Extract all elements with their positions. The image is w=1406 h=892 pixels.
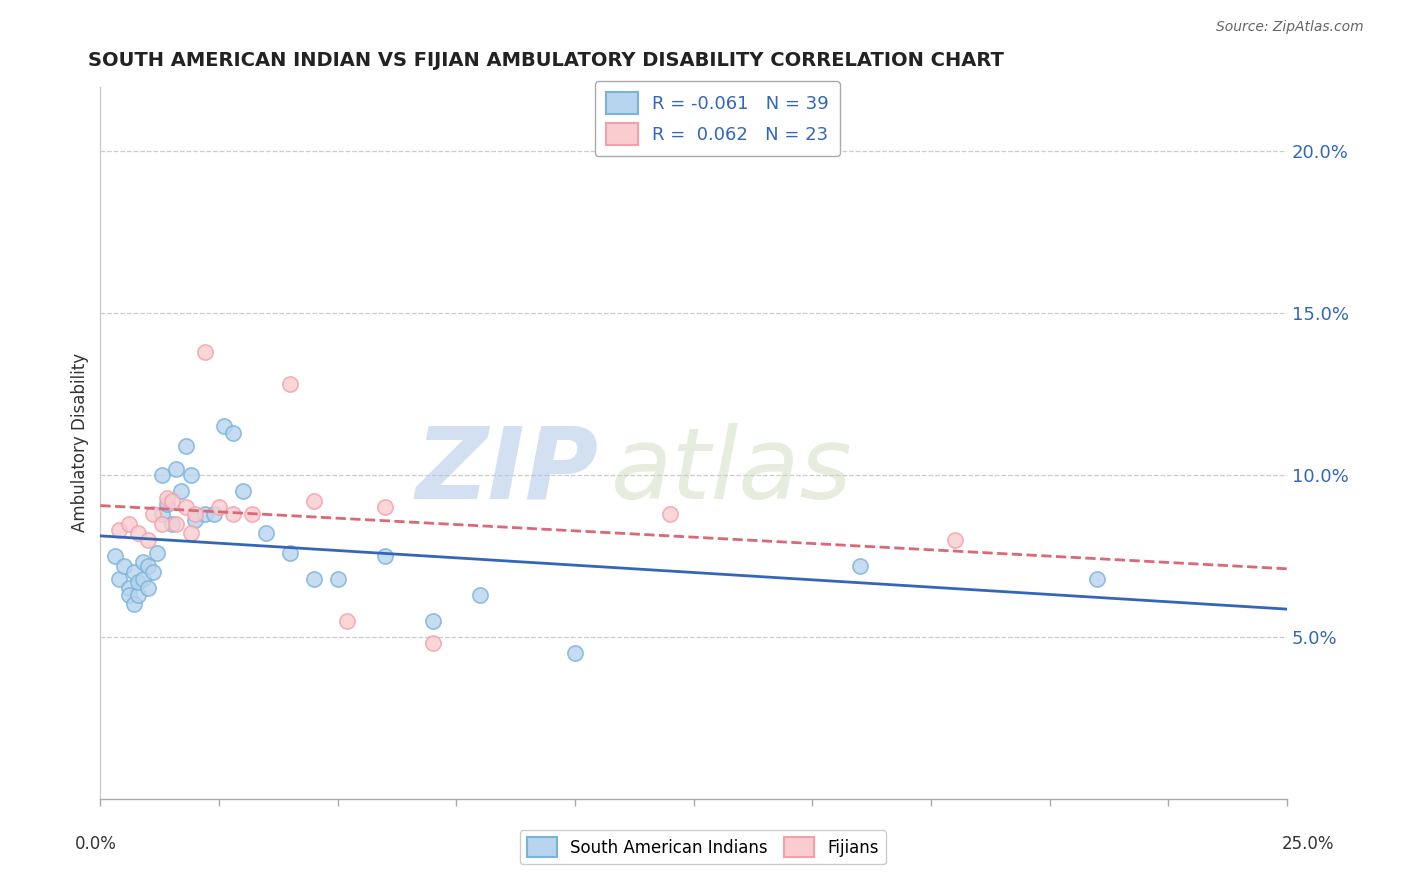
Point xyxy=(256,526,278,541)
Point xyxy=(374,549,396,563)
Point xyxy=(165,461,187,475)
Point xyxy=(156,491,179,505)
Point xyxy=(112,558,135,573)
Point xyxy=(160,494,183,508)
Point xyxy=(136,533,159,547)
Point xyxy=(326,572,349,586)
Point xyxy=(202,507,225,521)
Point xyxy=(336,614,359,628)
Text: ZIP: ZIP xyxy=(416,423,599,520)
Point xyxy=(118,582,141,596)
Point xyxy=(132,572,155,586)
Point xyxy=(150,507,173,521)
Point xyxy=(118,516,141,531)
Point xyxy=(174,439,197,453)
Point xyxy=(136,558,159,573)
Point xyxy=(142,507,165,521)
Point xyxy=(165,516,187,531)
Point xyxy=(278,377,301,392)
Point xyxy=(302,494,325,508)
Point xyxy=(658,507,681,521)
Y-axis label: Ambulatory Disability: Ambulatory Disability xyxy=(72,353,89,533)
Point xyxy=(564,646,586,660)
Text: 0.0%: 0.0% xyxy=(75,835,117,853)
Point xyxy=(422,614,444,628)
Point xyxy=(194,507,217,521)
Point xyxy=(849,558,872,573)
Point xyxy=(127,526,149,541)
Legend: South American Indians, Fijians: South American Indians, Fijians xyxy=(520,830,886,864)
Point xyxy=(240,507,263,521)
Point xyxy=(122,598,145,612)
Point xyxy=(222,425,245,440)
Point xyxy=(150,467,173,482)
Point xyxy=(142,565,165,579)
Point xyxy=(180,467,202,482)
Point xyxy=(194,345,217,359)
Point xyxy=(184,507,207,521)
Legend: R = -0.061   N = 39, R =  0.062   N = 23: R = -0.061 N = 39, R = 0.062 N = 23 xyxy=(595,81,839,156)
Point xyxy=(232,484,254,499)
Point xyxy=(212,419,235,434)
Point xyxy=(184,513,207,527)
Point xyxy=(278,546,301,560)
Point xyxy=(222,507,245,521)
Point xyxy=(174,500,197,515)
Point xyxy=(127,574,149,589)
Text: atlas: atlas xyxy=(610,423,852,520)
Text: SOUTH AMERICAN INDIAN VS FIJIAN AMBULATORY DISABILITY CORRELATION CHART: SOUTH AMERICAN INDIAN VS FIJIAN AMBULATO… xyxy=(89,51,1004,70)
Point xyxy=(146,546,169,560)
Point xyxy=(468,588,491,602)
Point xyxy=(208,500,231,515)
Point xyxy=(170,484,193,499)
Text: 25.0%: 25.0% xyxy=(1281,835,1334,853)
Point xyxy=(122,565,145,579)
Point xyxy=(150,516,173,531)
Point xyxy=(132,555,155,569)
Point xyxy=(374,500,396,515)
Point xyxy=(422,636,444,650)
Point xyxy=(156,497,179,511)
Point xyxy=(118,588,141,602)
Point xyxy=(302,572,325,586)
Point xyxy=(160,516,183,531)
Point xyxy=(136,582,159,596)
Point xyxy=(108,523,131,537)
Point xyxy=(1085,572,1108,586)
Point xyxy=(943,533,966,547)
Point xyxy=(180,526,202,541)
Point xyxy=(104,549,127,563)
Point xyxy=(108,572,131,586)
Text: Source: ZipAtlas.com: Source: ZipAtlas.com xyxy=(1216,21,1364,34)
Point xyxy=(127,588,149,602)
